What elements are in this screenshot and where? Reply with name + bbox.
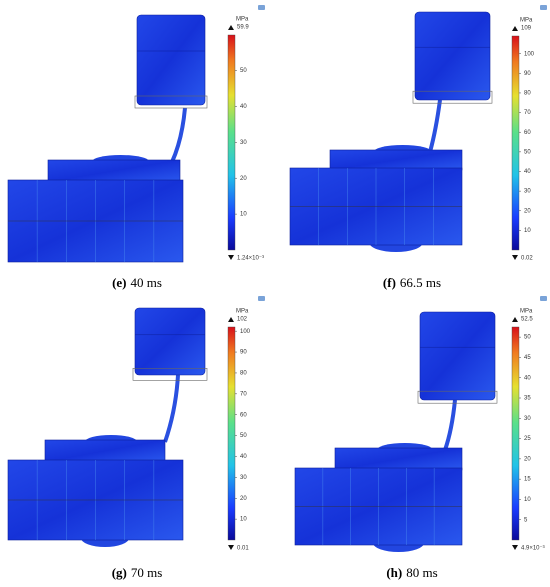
tick-label: 20: [524, 456, 531, 462]
tick-label: 50: [524, 335, 531, 341]
tick-label: 50: [240, 433, 247, 439]
view-icon: [540, 5, 547, 10]
tick-label: 40: [524, 169, 531, 175]
max-label: 59.9: [237, 25, 249, 31]
max-label: 52.5: [521, 317, 533, 323]
tank: [414, 11, 491, 101]
tank-frame: [412, 90, 493, 104]
caption: (e) 40 ms: [112, 275, 162, 290]
tank: [419, 311, 496, 401]
tick-label: 70: [240, 391, 247, 397]
tick-label: 10: [240, 212, 247, 218]
pipe: [163, 374, 180, 443]
color-bar: [227, 326, 236, 541]
upper-block: [329, 149, 463, 171]
color-bar: [227, 34, 236, 251]
tank-frame: [134, 95, 208, 109]
min-label: 4.9×10⁻³: [521, 546, 545, 552]
tick-label: 10: [524, 497, 531, 503]
min-marker: [228, 255, 234, 260]
panel-label: (e): [112, 275, 126, 290]
unit-label: MPa: [236, 309, 249, 315]
tick-label: 20: [240, 176, 247, 182]
tick-label: 80: [240, 371, 247, 377]
tick-label: 30: [524, 189, 531, 195]
panel-label: (g): [112, 565, 127, 580]
panel: MPa 102 0.01 10 20 30 40 50 60 70 80 90 100 (g) 70 ms: [7, 296, 265, 580]
min-marker: [228, 545, 234, 550]
unit-label: MPa: [236, 17, 249, 23]
max-marker: [228, 25, 234, 30]
tank-frame: [132, 367, 208, 381]
view-icon: [258, 296, 265, 301]
max-label: 109: [521, 26, 532, 32]
tick-label: 20: [240, 496, 247, 502]
view-icon: [258, 5, 265, 10]
min-label: 1.24×10⁻³: [237, 256, 264, 262]
tick-label: 20: [524, 208, 531, 214]
panel-label: (h): [386, 565, 402, 580]
time-label: 80 ms: [406, 565, 437, 580]
tick-label: 60: [240, 412, 247, 418]
caption: (h) 80 ms: [386, 565, 437, 580]
pipe: [170, 107, 187, 163]
tick-label: 90: [524, 71, 531, 77]
tick-label: 30: [524, 416, 531, 422]
time-label: 70 ms: [131, 565, 162, 580]
color-bar: [511, 326, 520, 541]
max-label: 102: [237, 317, 248, 323]
time-label: 66.5 ms: [400, 275, 441, 290]
max-marker: [512, 317, 518, 322]
tick-label: 60: [524, 130, 531, 136]
tank: [134, 307, 206, 376]
panel: MPa 59.9 1.24×10⁻³ 10 20 30 40 50 (e) 40 ms: [7, 5, 265, 290]
upper-block: [334, 447, 463, 471]
panel-label: (f): [383, 275, 396, 290]
tick-label: 100: [240, 329, 251, 335]
tick-label: 30: [240, 475, 247, 481]
tank: [136, 14, 206, 106]
tick-label: 50: [240, 68, 247, 74]
panel: MPa 109 0.02 10 20 30 40 50 60 70 80 90 100 (f) 66.5 m…: [289, 5, 547, 290]
tick-label: 10: [240, 517, 247, 523]
pipe: [428, 99, 442, 153]
min-label: 0.01: [237, 546, 249, 552]
tick-label: 15: [524, 477, 531, 483]
tick-label: 5: [524, 517, 528, 523]
tick-label: 40: [524, 375, 531, 381]
caption: (f) 66.5 ms: [383, 275, 441, 290]
color-bar: [511, 35, 520, 251]
tick-label: 10: [524, 228, 531, 234]
min-label: 0.02: [521, 256, 533, 262]
tick-label: 35: [524, 396, 531, 402]
tick-label: 50: [524, 149, 531, 155]
time-label: 40 ms: [131, 275, 162, 290]
min-marker: [512, 255, 518, 260]
upper-block: [47, 159, 181, 183]
caption: (g) 70 ms: [112, 565, 163, 580]
min-marker: [512, 545, 518, 550]
tick-label: 80: [524, 91, 531, 97]
tick-label: 45: [524, 355, 531, 361]
tank-frame: [417, 390, 498, 404]
tick-label: 40: [240, 104, 247, 110]
view-icon: [540, 296, 547, 301]
unit-label: MPa: [520, 309, 533, 315]
tick-label: 70: [524, 110, 531, 116]
max-marker: [228, 317, 234, 322]
tick-label: 40: [240, 454, 247, 460]
tick-label: 30: [240, 140, 247, 146]
unit-label: MPa: [520, 18, 533, 24]
max-marker: [512, 26, 518, 31]
pipe: [443, 399, 457, 451]
tick-label: 100: [524, 51, 535, 57]
tick-label: 90: [240, 350, 247, 356]
tick-label: 25: [524, 436, 531, 442]
upper-block: [44, 439, 166, 463]
panel: MPa 52.5 4.9×10⁻³ 5 10 15 20 25 30 35 40 45 50 (h) 80 …: [294, 296, 547, 580]
